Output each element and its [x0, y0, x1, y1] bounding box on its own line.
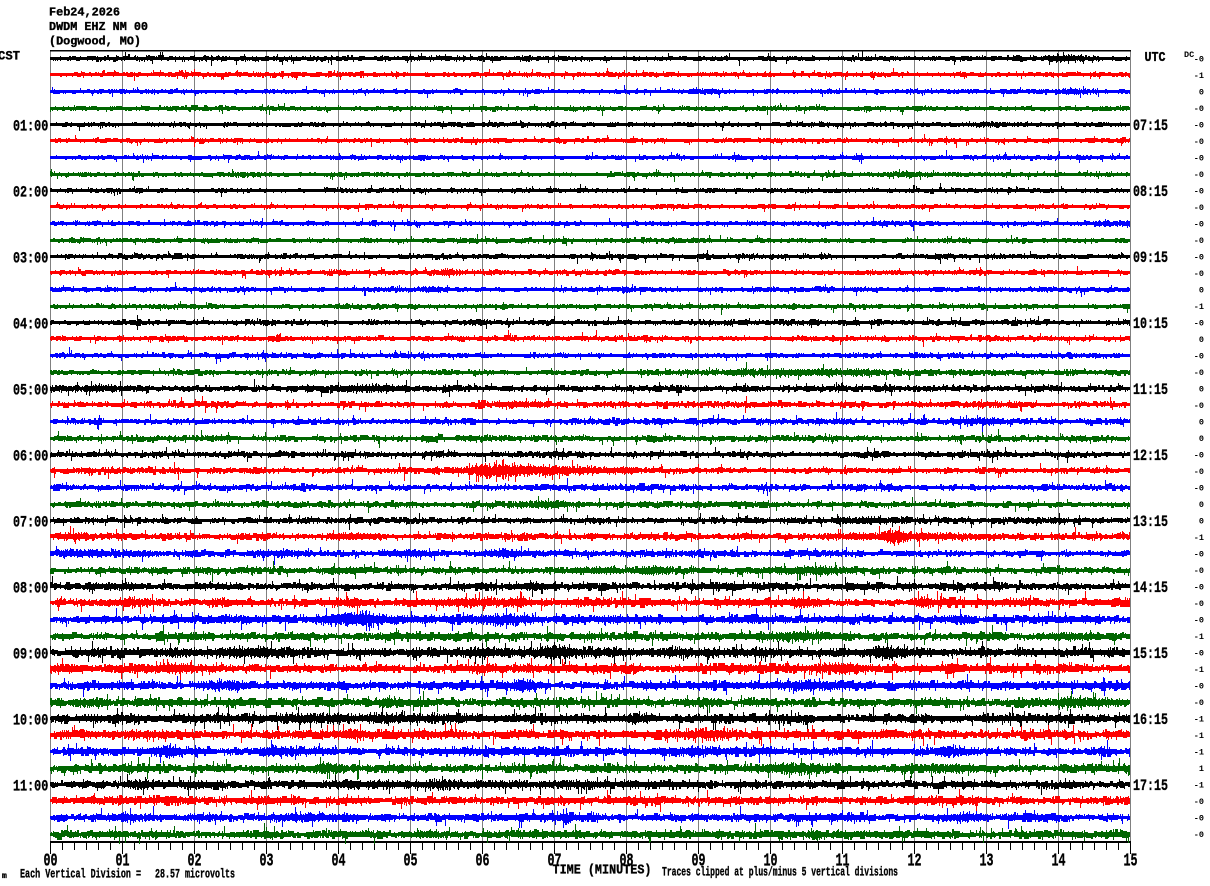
- svg-text:-1: -1: [1194, 533, 1204, 543]
- svg-text:0: 0: [1199, 517, 1204, 527]
- svg-text:-0: -0: [1194, 121, 1204, 131]
- svg-text:-1: -1: [1194, 71, 1204, 81]
- svg-text:06:00: 06:00: [13, 448, 48, 466]
- svg-text:0: 0: [1199, 418, 1204, 428]
- svg-text:00: 00: [44, 852, 58, 872]
- svg-text:-0: -0: [1194, 814, 1204, 824]
- svg-text:02:00: 02:00: [13, 184, 48, 202]
- svg-text:02: 02: [188, 852, 202, 872]
- svg-text:28.57 microvolts: 28.57 microvolts: [155, 867, 235, 882]
- svg-text:-0: -0: [1194, 830, 1204, 840]
- svg-text:-0: -0: [1194, 682, 1204, 692]
- svg-text:-0: -0: [1194, 566, 1204, 576]
- svg-text:-0: -0: [1194, 616, 1204, 626]
- svg-text:0: 0: [1199, 286, 1204, 296]
- svg-text:DWDM EHZ NM 00: DWDM EHZ NM 00: [49, 21, 148, 34]
- svg-text:Each Vertical Division =: Each Vertical Division =: [20, 867, 141, 882]
- svg-text:13: 13: [980, 852, 994, 872]
- svg-text:-1: -1: [1194, 748, 1204, 758]
- svg-text:-0: -0: [1194, 583, 1204, 593]
- svg-text:0: 0: [1199, 88, 1204, 98]
- svg-text:-0: -0: [1194, 154, 1204, 164]
- svg-text:TIME (MINUTES): TIME (MINUTES): [553, 863, 652, 879]
- svg-text:0: 0: [1199, 385, 1204, 395]
- svg-text:14:15: 14:15: [1133, 579, 1168, 597]
- svg-text:-1: -1: [1194, 665, 1204, 675]
- svg-text:11:00: 11:00: [13, 778, 48, 796]
- svg-text:09:00: 09:00: [13, 646, 48, 664]
- svg-text:03:00: 03:00: [13, 250, 48, 268]
- svg-text:-1: -1: [1194, 302, 1204, 312]
- svg-text:CST: CST: [0, 49, 20, 64]
- svg-text:-0: -0: [1194, 599, 1204, 609]
- svg-text:(Dogwood, MO): (Dogwood, MO): [49, 36, 141, 49]
- svg-text:-0: -0: [1194, 698, 1204, 708]
- svg-text:-0: -0: [1194, 253, 1204, 263]
- svg-text:-0: -0: [1194, 104, 1204, 114]
- svg-text:04:00: 04:00: [13, 316, 48, 334]
- svg-text:-0: -0: [1194, 55, 1204, 65]
- svg-text:-1: -1: [1194, 715, 1204, 725]
- svg-text:DC: DC: [1184, 50, 1194, 60]
- svg-text:03: 03: [260, 852, 274, 872]
- svg-text:12: 12: [908, 852, 922, 872]
- svg-text:-0: -0: [1194, 319, 1204, 329]
- svg-text:-0: -0: [1194, 236, 1204, 246]
- svg-text:0: 0: [1199, 434, 1204, 444]
- svg-text:0: 0: [1199, 335, 1204, 345]
- svg-text:-0: -0: [1194, 797, 1204, 807]
- svg-text:06: 06: [476, 852, 490, 872]
- svg-text:1: 1: [1199, 764, 1204, 774]
- svg-text:-0: -0: [1194, 401, 1204, 411]
- svg-text:09:15: 09:15: [1133, 249, 1168, 267]
- svg-text:-0: -0: [1194, 649, 1204, 659]
- svg-text:01: 01: [116, 852, 130, 872]
- svg-text:05: 05: [404, 852, 418, 872]
- svg-text:11: 11: [836, 852, 850, 872]
- svg-text:10:15: 10:15: [1133, 315, 1168, 333]
- svg-text:0: 0: [1199, 500, 1204, 510]
- svg-text:10:00: 10:00: [13, 712, 48, 730]
- svg-text:08: 08: [620, 852, 634, 872]
- svg-text:09: 09: [692, 852, 706, 872]
- svg-text:UTC: UTC: [1145, 50, 1166, 66]
- svg-text:05:00: 05:00: [13, 382, 48, 400]
- svg-text:07:00: 07:00: [13, 514, 48, 532]
- svg-text:08:15: 08:15: [1133, 183, 1168, 201]
- svg-text:-0: -0: [1194, 451, 1204, 461]
- svg-text:-0: -0: [1194, 170, 1204, 180]
- svg-text:15:15: 15:15: [1133, 645, 1168, 663]
- svg-text:-0: -0: [1194, 187, 1204, 197]
- svg-text:12:15: 12:15: [1133, 447, 1168, 465]
- svg-text:-0: -0: [1194, 203, 1204, 213]
- svg-text:07:15: 07:15: [1133, 117, 1168, 135]
- svg-text:-0: -0: [1194, 269, 1204, 279]
- svg-text:-0: -0: [1194, 352, 1204, 362]
- svg-text:-1: -1: [1194, 781, 1204, 791]
- svg-text:11:15: 11:15: [1133, 381, 1168, 399]
- svg-text:17:15: 17:15: [1133, 777, 1168, 795]
- svg-text:08:00: 08:00: [13, 580, 48, 598]
- svg-text:14: 14: [1052, 852, 1066, 872]
- svg-text:-1: -1: [1194, 731, 1204, 741]
- svg-text:-0: -0: [1194, 484, 1204, 494]
- svg-text:-0: -0: [1194, 368, 1204, 378]
- svg-text:07: 07: [548, 852, 562, 872]
- svg-text:-0: -0: [1194, 220, 1204, 230]
- svg-text:15: 15: [1124, 852, 1138, 872]
- svg-text:16:15: 16:15: [1133, 711, 1168, 729]
- svg-text:01:00: 01:00: [13, 118, 48, 136]
- svg-text:-0: -0: [1194, 137, 1204, 147]
- svg-text:04: 04: [332, 852, 346, 872]
- svg-text:m: m: [2, 872, 7, 881]
- svg-text:10: 10: [764, 852, 778, 872]
- svg-text:-0: -0: [1194, 550, 1204, 560]
- svg-text:Feb24,2026: Feb24,2026: [49, 7, 120, 20]
- svg-text:13:15: 13:15: [1133, 513, 1168, 531]
- svg-text:Traces clipped at plus/minus 5: Traces clipped at plus/minus 5 vertical …: [662, 865, 898, 880]
- svg-text:-0: -0: [1194, 467, 1204, 477]
- svg-text:-1: -1: [1194, 632, 1204, 642]
